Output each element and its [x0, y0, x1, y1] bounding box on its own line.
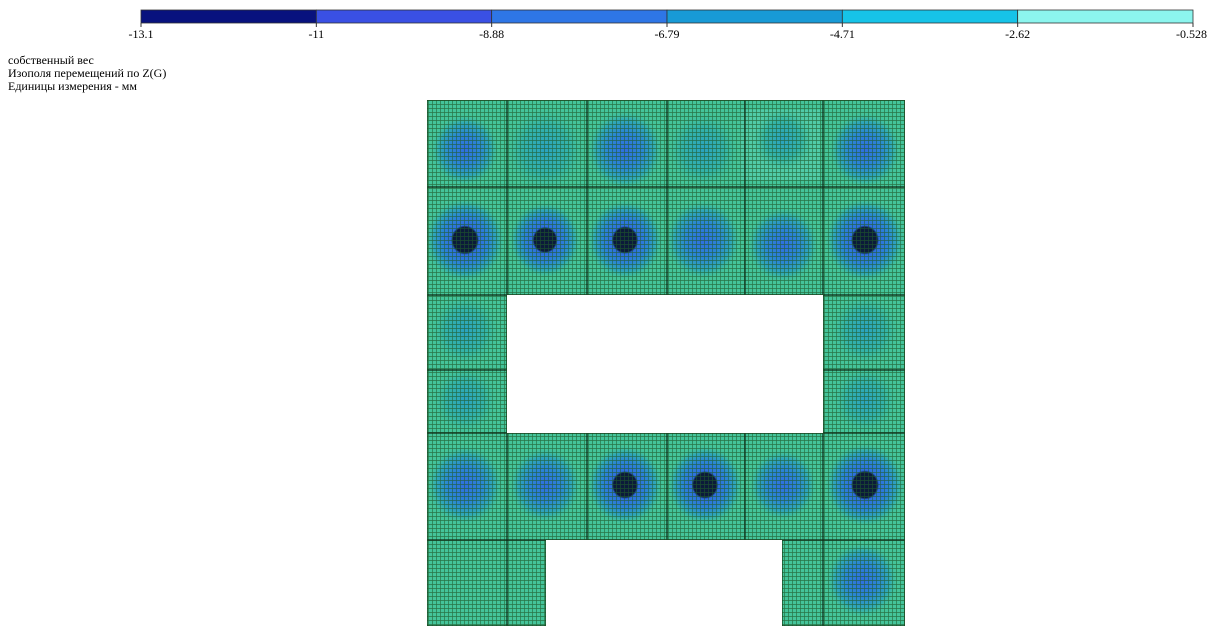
legend-label: -13.1 [129, 27, 154, 41]
legend-swatch [141, 10, 316, 23]
legend-swatch [492, 10, 667, 23]
legend-label: -4.71 [830, 27, 855, 41]
contour-plot-screen: -13.1 -11 -8.88 -6.79 -4.71 -2.62 -0.528 собст… [0, 0, 1209, 626]
legend-swatch [1018, 10, 1193, 23]
info-line: собственный вес [8, 53, 94, 67]
legend-label: -8.88 [479, 27, 504, 41]
legend-swatch [667, 10, 842, 23]
plate [425, 100, 905, 626]
legend-swatch [842, 10, 1017, 23]
legend-label: -11 [309, 27, 325, 41]
info-line: Единицы измерения - мм [8, 79, 137, 93]
legend-label: -2.62 [1005, 27, 1030, 41]
info-line: Изополя перемещений по Z(G) [8, 66, 166, 80]
legend: -13.1 -11 -8.88 -6.79 -4.71 -2.62 -0.528 [129, 10, 1208, 41]
legend-label: -6.79 [655, 27, 680, 41]
mesh [427, 100, 905, 626]
legend-label: -0.528 [1176, 27, 1207, 41]
legend-swatch [316, 10, 491, 23]
support-zone [605, 540, 701, 584]
